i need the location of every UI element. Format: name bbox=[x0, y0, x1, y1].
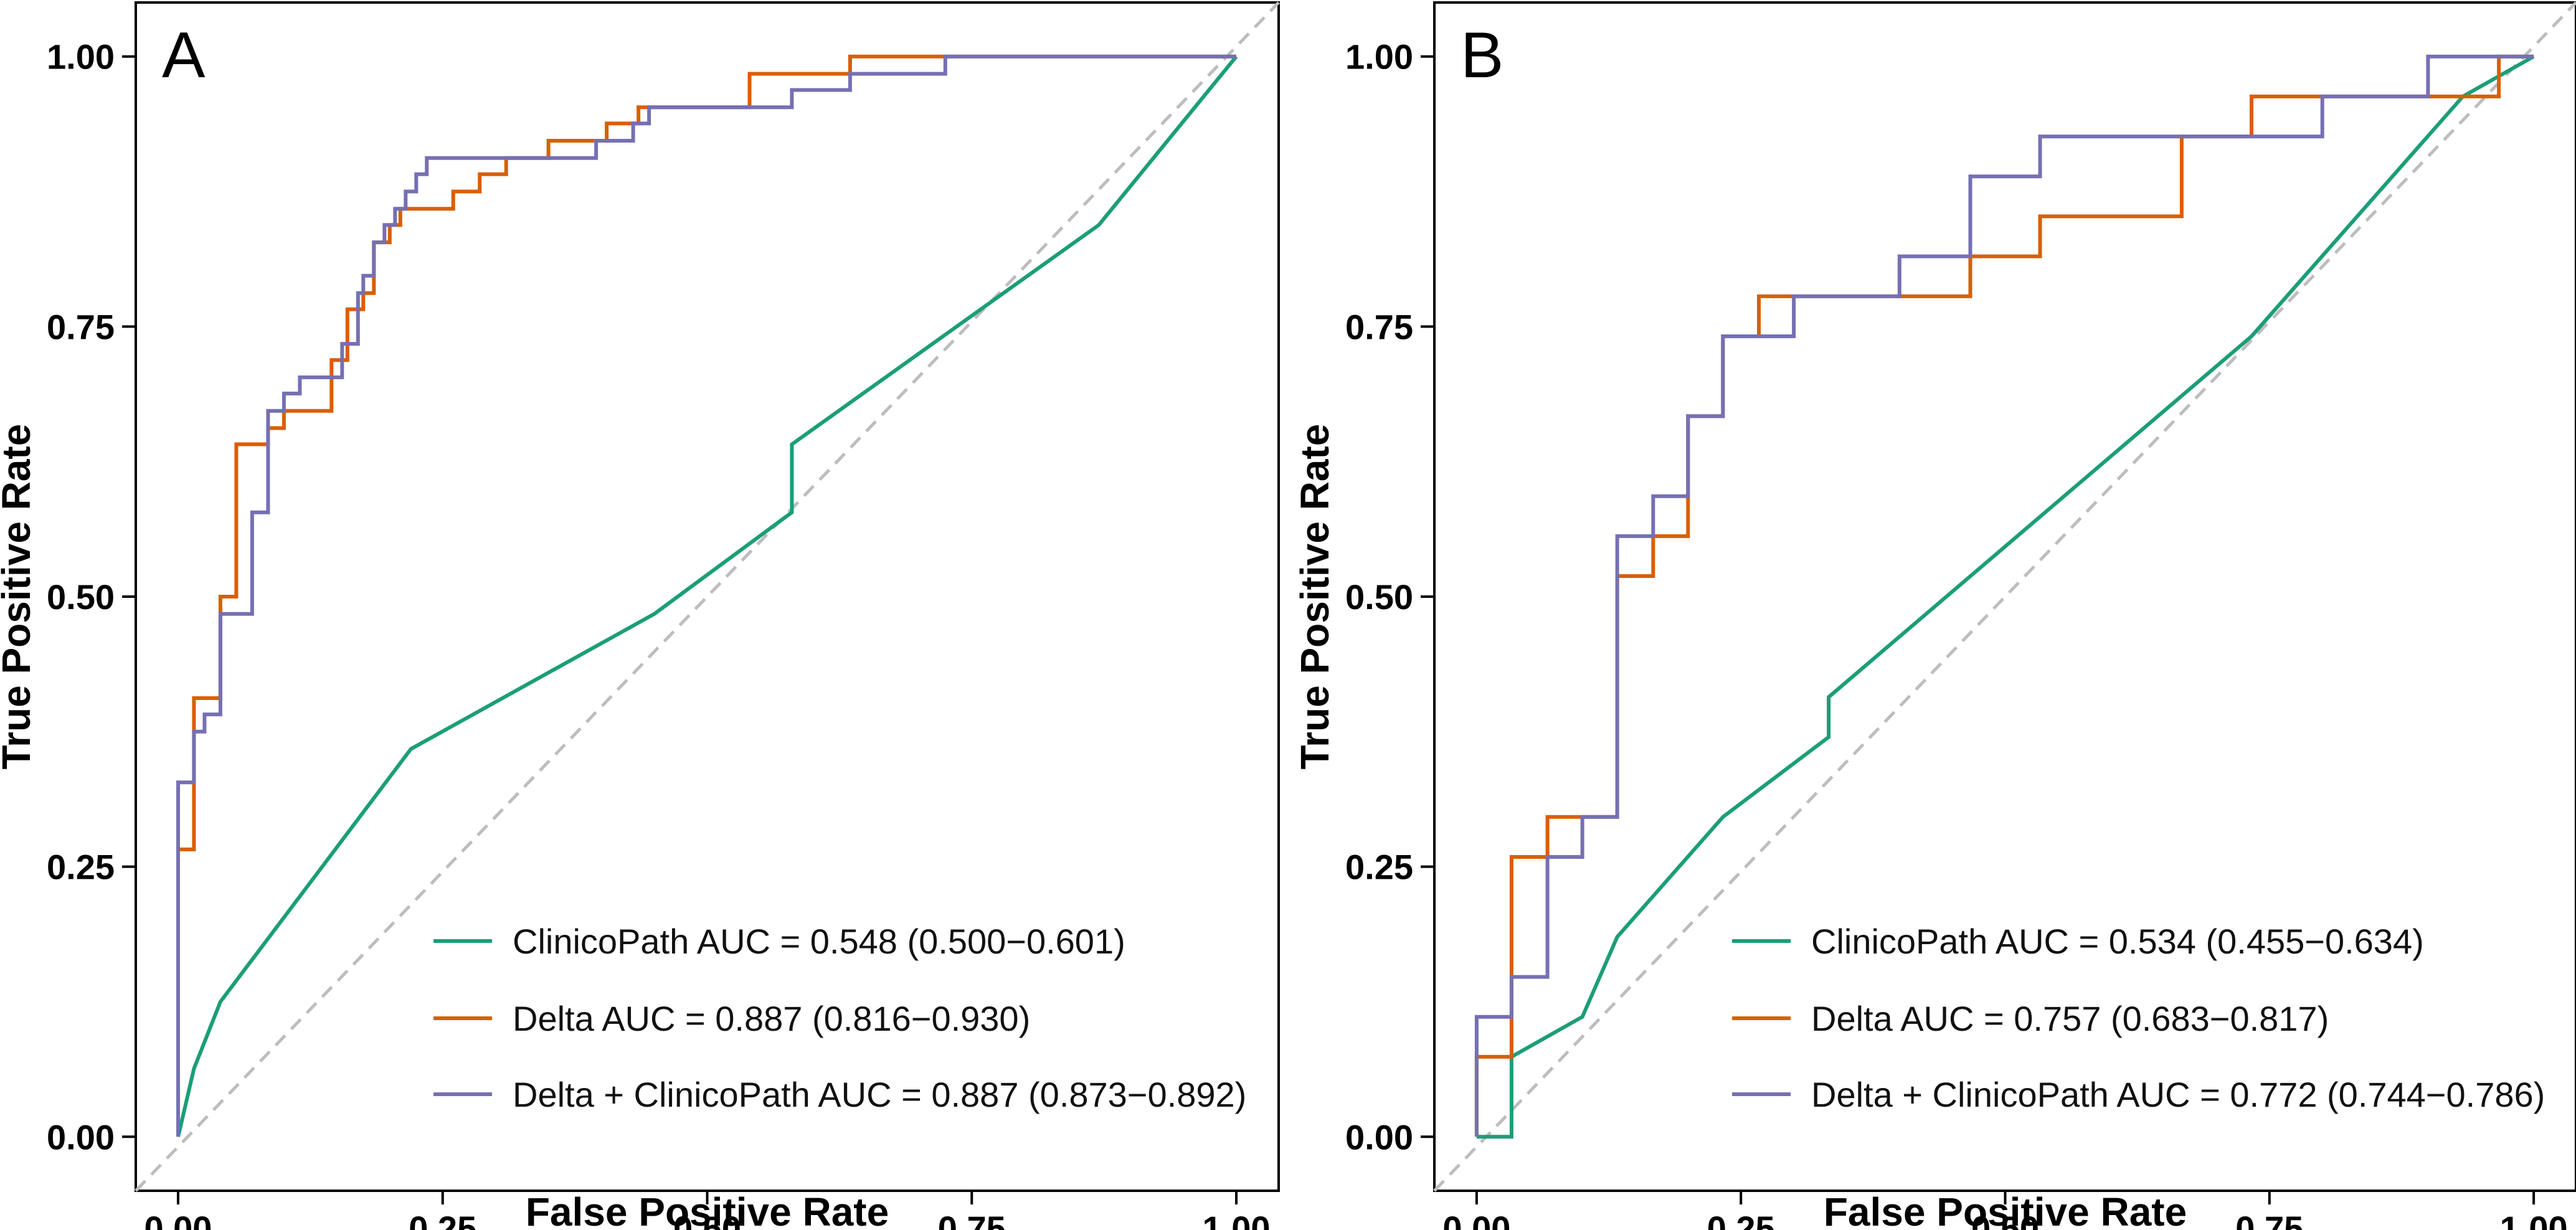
panel-a-x-tick-label: 0.50 bbox=[673, 1209, 741, 1230]
panel-b-x-tick-label: 0.25 bbox=[1707, 1209, 1775, 1230]
panel-a-x-tick-label: 0.75 bbox=[938, 1209, 1006, 1230]
panel-b-label: B bbox=[1461, 19, 1503, 92]
panel-a-legend-label-clinicopath: ClinicoPath AUC = 0.548 (0.500−0.601) bbox=[513, 922, 1125, 961]
panel-b-y-tick-label: 0.50 bbox=[1345, 577, 1413, 617]
panel-b-x-tick-label: 1.00 bbox=[2500, 1209, 2568, 1230]
panel-b-legend-label-clinicopath: ClinicoPath AUC = 0.534 (0.455−0.634) bbox=[1811, 922, 2424, 961]
panel-b-y-tick-label: 1.00 bbox=[1345, 37, 1413, 77]
panel-a-y-tick-label: 0.75 bbox=[47, 307, 115, 346]
panel-b: 0.00 0.00 0.25 0.25 0.50 0.50 0.75 0.75 1.00 1.00… bbox=[1292, 1, 2576, 1230]
panel-a-x-axis-title: False Positive Rate bbox=[526, 1190, 889, 1230]
panel-a-legend: ClinicoPath AUC = 0.548 (0.500−0.601) Del… bbox=[433, 922, 1246, 1114]
panel-a-legend-label-combined: Delta + ClinicoPath AUC = 0.887 (0.873−0… bbox=[513, 1075, 1246, 1114]
panel-b-y-axis-title: True Positive Rate bbox=[1292, 424, 1337, 770]
panel-b-x-axis-title: False Positive Rate bbox=[1824, 1190, 2187, 1230]
panel-b-y-tick-label: 0.00 bbox=[1345, 1117, 1413, 1157]
panel-a-label: A bbox=[162, 19, 206, 92]
panel-b-series-combined-line bbox=[1474, 54, 2534, 1137]
panel-a-diagonal-reference bbox=[135, 1, 1280, 1192]
panel-a-series-delta-line bbox=[176, 54, 1236, 1137]
panel-a-legend-label-delta: Delta AUC = 0.887 (0.816−0.930) bbox=[513, 999, 1030, 1038]
panel-a-y-tick-label: 1.00 bbox=[47, 37, 115, 77]
panel-b-legend: ClinicoPath AUC = 0.534 (0.455−0.634) Del… bbox=[1732, 922, 2545, 1114]
panel-a: 0.00 0.00 0.25 0.25 0.50 0.50 0.75 0.75 1.00 1.00… bbox=[0, 1, 1280, 1230]
panel-b-y-tick-label: 0.25 bbox=[1345, 848, 1413, 887]
panel-b-x-tick-label: 0.75 bbox=[2235, 1209, 2303, 1230]
panel-b-diagonal-reference bbox=[1433, 1, 2576, 1192]
panel-b-legend-label-combined: Delta + ClinicoPath AUC = 0.772 (0.744−0… bbox=[1811, 1075, 2545, 1114]
panel-b-x-tick-label: 0.00 bbox=[1442, 1209, 1510, 1230]
panel-a-y-tick-label: 0.00 bbox=[47, 1117, 115, 1157]
panel-b-x-tick-label: 0.50 bbox=[1971, 1209, 2039, 1230]
panel-b-series-clinicopath-line bbox=[1476, 55, 2535, 1139]
panel-a-series-combined-line bbox=[176, 54, 1236, 1137]
panel-a-x-tick-label: 0.00 bbox=[144, 1209, 212, 1230]
panel-b-legend-label-delta: Delta AUC = 0.757 (0.683−0.817) bbox=[1811, 999, 2329, 1038]
panel-b-y-tick-label: 0.75 bbox=[1345, 307, 1413, 346]
panel-a-x-tick-label: 0.25 bbox=[409, 1209, 476, 1230]
panel-a-y-tick-label: 0.25 bbox=[47, 848, 115, 887]
panel-a-x-tick-label: 1.00 bbox=[1203, 1209, 1271, 1230]
panel-a-series-clinicopath-line bbox=[176, 55, 1238, 1137]
panel-a-y-tick-label: 0.50 bbox=[47, 577, 115, 617]
panel-a-y-axis-title: True Positive Rate bbox=[0, 424, 39, 770]
